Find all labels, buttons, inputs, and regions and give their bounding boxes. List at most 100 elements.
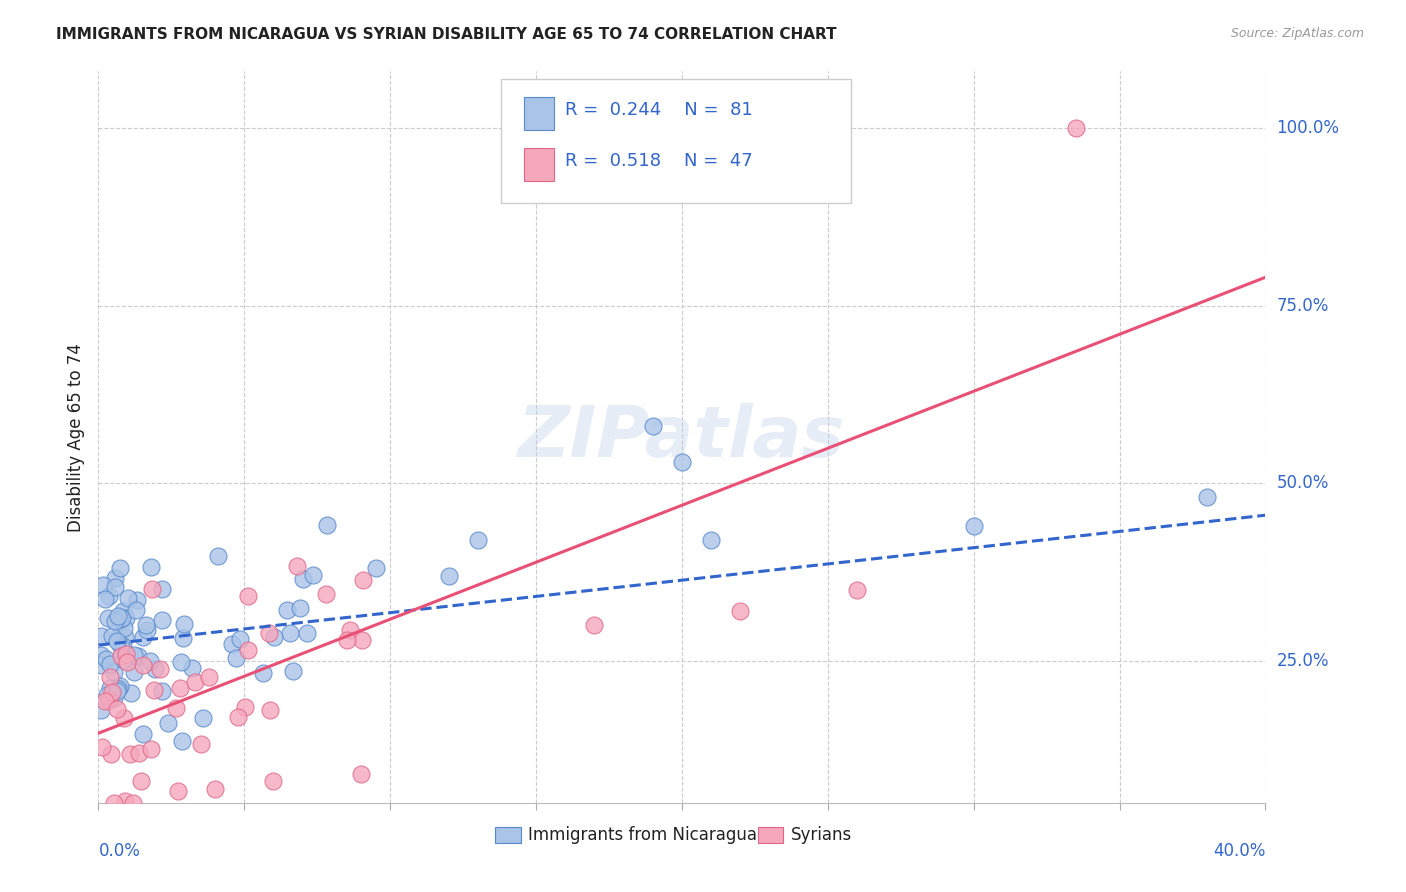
Point xyxy=(105,702,128,716)
FancyBboxPatch shape xyxy=(758,827,783,843)
Point xyxy=(125,603,148,617)
Text: 40.0%: 40.0% xyxy=(1213,842,1265,860)
Point xyxy=(93,578,115,592)
Text: Syrians: Syrians xyxy=(790,826,852,844)
Point xyxy=(97,692,120,706)
Point xyxy=(135,618,157,632)
Point xyxy=(207,549,229,563)
Point xyxy=(104,580,127,594)
Point xyxy=(145,662,167,676)
Point xyxy=(132,631,155,645)
Text: ZIPatlas: ZIPatlas xyxy=(519,402,845,472)
Point xyxy=(467,533,489,547)
Point xyxy=(97,611,120,625)
Point xyxy=(141,742,163,756)
Point xyxy=(111,611,134,625)
Point xyxy=(103,665,125,680)
Point xyxy=(110,640,132,655)
Point xyxy=(641,419,664,434)
Text: Source: ZipAtlas.com: Source: ZipAtlas.com xyxy=(1230,27,1364,40)
Point xyxy=(172,631,194,645)
Point xyxy=(156,716,179,731)
Point xyxy=(315,517,337,532)
Point xyxy=(236,643,259,657)
Point xyxy=(1195,491,1218,505)
Point xyxy=(108,561,131,575)
Point xyxy=(259,703,281,717)
Point xyxy=(112,653,135,667)
Point xyxy=(280,625,302,640)
Point xyxy=(236,589,259,603)
Point xyxy=(122,648,145,662)
Point xyxy=(108,681,131,695)
Point xyxy=(229,632,252,647)
Y-axis label: Disability Age 65 to 74: Disability Age 65 to 74 xyxy=(66,343,84,532)
Point xyxy=(112,622,135,636)
Point xyxy=(103,690,125,705)
Point xyxy=(700,533,723,547)
Point xyxy=(295,625,318,640)
Text: 75.0%: 75.0% xyxy=(1277,297,1329,315)
Point xyxy=(90,648,112,662)
Point xyxy=(90,703,112,717)
Point xyxy=(91,739,114,754)
Point xyxy=(136,623,159,637)
Point xyxy=(150,613,173,627)
Point xyxy=(128,746,150,760)
Text: 0.0%: 0.0% xyxy=(98,842,141,860)
FancyBboxPatch shape xyxy=(501,78,851,203)
Point xyxy=(257,625,280,640)
Point xyxy=(122,796,145,810)
Text: Immigrants from Nicaragua: Immigrants from Nicaragua xyxy=(527,826,756,844)
Text: R =  0.244    N =  81: R = 0.244 N = 81 xyxy=(565,101,754,120)
Point xyxy=(336,632,359,647)
Point xyxy=(114,794,136,808)
Point xyxy=(112,711,135,725)
Point xyxy=(315,587,337,601)
Point xyxy=(141,560,163,574)
Point xyxy=(350,633,373,648)
Point xyxy=(173,616,195,631)
Point xyxy=(169,681,191,695)
Point xyxy=(262,774,284,789)
Point xyxy=(132,727,155,741)
Point xyxy=(846,582,869,597)
Point xyxy=(290,601,312,615)
Point xyxy=(221,637,243,651)
Point xyxy=(198,670,221,684)
Point xyxy=(281,665,304,679)
Point xyxy=(94,592,117,607)
Point xyxy=(131,773,153,788)
Point xyxy=(671,455,693,469)
Point xyxy=(98,657,121,671)
Point xyxy=(181,661,204,675)
Point xyxy=(172,734,194,748)
Point xyxy=(302,568,325,582)
Point xyxy=(165,700,187,714)
Point xyxy=(94,694,117,708)
Point xyxy=(108,679,131,693)
Point xyxy=(167,784,190,798)
Point xyxy=(170,655,193,669)
Point xyxy=(104,571,127,585)
Point xyxy=(184,674,207,689)
Point xyxy=(190,737,212,751)
Point xyxy=(110,648,132,663)
Text: 50.0%: 50.0% xyxy=(1277,475,1329,492)
Point xyxy=(103,796,125,810)
Point xyxy=(98,669,121,683)
Point xyxy=(117,591,139,606)
Point xyxy=(100,629,122,643)
Point xyxy=(226,709,249,723)
Point xyxy=(263,630,285,644)
Point xyxy=(105,683,128,698)
Text: R =  0.518    N =  47: R = 0.518 N = 47 xyxy=(565,153,754,170)
Point xyxy=(107,681,129,696)
Point xyxy=(132,658,155,673)
Point xyxy=(107,608,129,623)
FancyBboxPatch shape xyxy=(495,827,520,843)
Point xyxy=(111,640,134,654)
Point xyxy=(115,655,138,669)
Point xyxy=(150,582,173,596)
Point xyxy=(120,686,142,700)
